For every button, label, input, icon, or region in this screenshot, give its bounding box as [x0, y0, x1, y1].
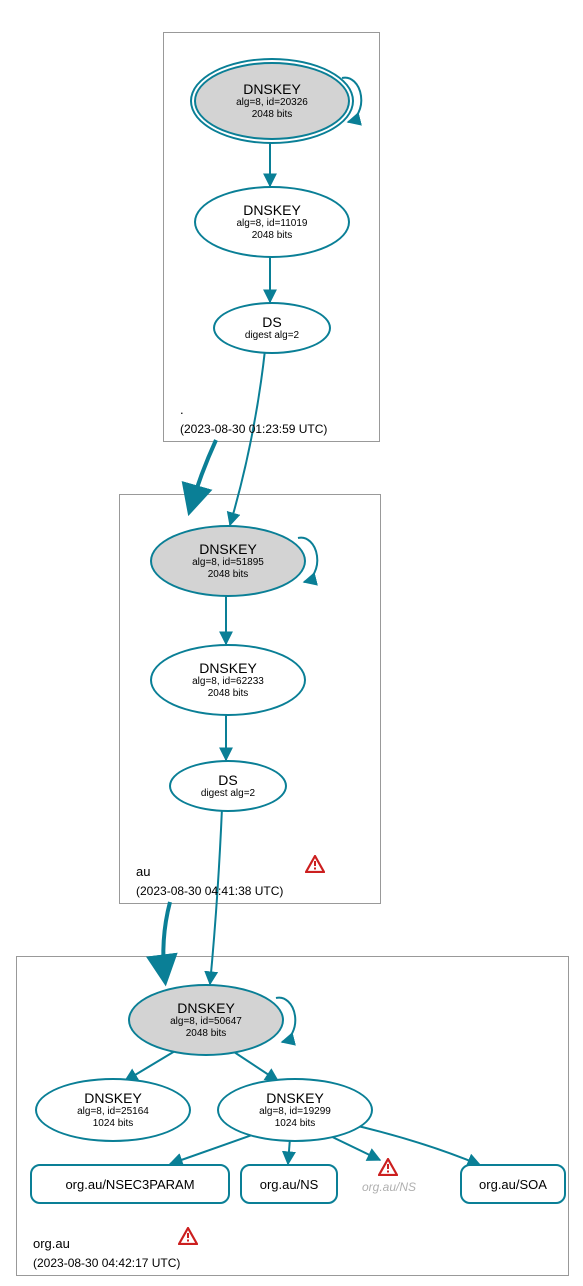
node-title: DNSKEY [84, 1090, 142, 1106]
node-n2: DNSKEYalg=8, id=110192048 bits [194, 186, 350, 258]
node-r1: org.au/NSEC3PARAM [30, 1164, 230, 1204]
node-n1: DNSKEYalg=8, id=203262048 bits [194, 62, 350, 140]
warning-icon [305, 855, 325, 873]
node-n3: DSdigest alg=2 [213, 302, 331, 354]
node-n4: DNSKEYalg=8, id=518952048 bits [150, 525, 306, 597]
zone-timestamp-orgau: (2023-08-30 04:42:17 UTC) [33, 1256, 180, 1270]
node-title: DNSKEY [243, 202, 301, 218]
node-sub1: alg=8, id=62233 [192, 676, 264, 688]
warning-icon [378, 1158, 398, 1176]
node-sub2: 2048 bits [208, 569, 249, 581]
node-n5: DNSKEYalg=8, id=622332048 bits [150, 644, 306, 716]
node-r2: org.au/NS [240, 1164, 338, 1204]
node-sub1: digest alg=2 [245, 330, 299, 342]
node-title: DNSKEY [243, 81, 301, 97]
node-title: DS [218, 772, 237, 788]
node-sub1: alg=8, id=19299 [259, 1106, 331, 1118]
node-title: DNSKEY [266, 1090, 324, 1106]
node-sub2: 2048 bits [186, 1028, 227, 1040]
node-sub1: alg=8, id=20326 [236, 97, 308, 109]
node-n9: DNSKEYalg=8, id=192991024 bits [217, 1078, 373, 1142]
node-r3: org.au/SOA [460, 1164, 566, 1204]
node-sub2: 1024 bits [275, 1118, 316, 1130]
node-sub2: 2048 bits [252, 109, 293, 121]
node-sub2: 2048 bits [252, 230, 293, 242]
zone-label-orgau: org.au [33, 1236, 70, 1251]
zone-timestamp-root: (2023-08-30 01:23:59 UTC) [180, 422, 327, 436]
zone-label-root: . [180, 402, 184, 417]
node-n6: DSdigest alg=2 [169, 760, 287, 812]
node-sub1: alg=8, id=25164 [77, 1106, 149, 1118]
node-title: DNSKEY [199, 660, 257, 676]
node-sub1: alg=8, id=50647 [170, 1016, 242, 1028]
faded-ns-label: org.au/NS [362, 1180, 416, 1194]
node-title: DS [262, 314, 281, 330]
node-sub2: 2048 bits [208, 688, 249, 700]
node-sub1: alg=8, id=11019 [237, 218, 308, 230]
warning-icon [178, 1227, 198, 1245]
node-sub1: digest alg=2 [201, 788, 255, 800]
node-sub2: 1024 bits [93, 1118, 134, 1130]
node-n8: DNSKEYalg=8, id=251641024 bits [35, 1078, 191, 1142]
node-n7: DNSKEYalg=8, id=506472048 bits [128, 984, 284, 1056]
zone-label-au: au [136, 864, 150, 879]
zone-timestamp-au: (2023-08-30 04:41:38 UTC) [136, 884, 283, 898]
node-title: DNSKEY [199, 541, 257, 557]
node-sub1: alg=8, id=51895 [192, 557, 264, 569]
node-title: DNSKEY [177, 1000, 235, 1016]
